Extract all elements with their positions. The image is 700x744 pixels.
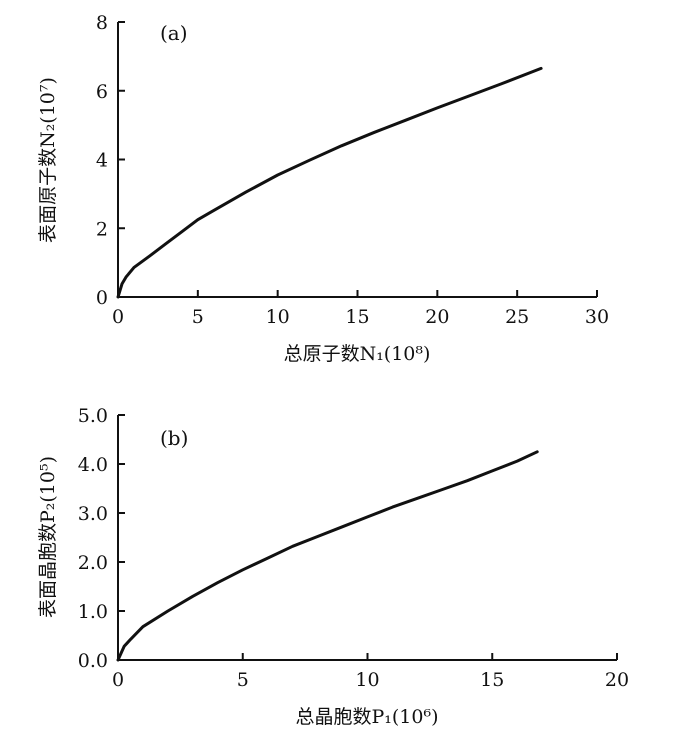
chart-b-x-tick-label-1: 5: [237, 669, 249, 691]
chart-b-y-tick-label-2: 2.0: [78, 552, 108, 574]
chart-a: 0 5 10 15 20 25 30 0 2 4 6 8 (a) 总原子数N₁(10⁸) 表面原子数N₂(1…: [37, 12, 609, 365]
chart-a-y-tick-label-3: 6: [96, 81, 108, 103]
chart-b-y-tick-label-4: 4.0: [78, 454, 108, 476]
chart-a-series-line-0: [116, 66, 543, 299]
chart-b-x-tick-label-0: 0: [112, 669, 124, 691]
chart-a-x-tick-label-4: 20: [425, 306, 449, 328]
chart-b: 0 5 10 15 20 0.0 1.0 2.0 3.0 4.0 5.0 (b) 总晶胞数P₁(10⁶)…: [37, 405, 629, 728]
chart-b-y-axis-label: 表面晶胞数P₂(10⁵): [37, 456, 59, 618]
chart-b-x-tick-label-2: 10: [355, 669, 379, 691]
chart-b-x-tick-label-3: 15: [480, 669, 504, 691]
chart-b-y-tick-label-3: 3.0: [78, 503, 108, 525]
chart-a-x-tick-label-6: 30: [585, 306, 609, 328]
chart-b-y-tick-label-1: 1.0: [78, 601, 108, 623]
chart-a-y-tick-label-1: 2: [96, 218, 108, 240]
chart-a-x-tick-label-2: 10: [266, 306, 290, 328]
chart-a-y-axis-label: 表面原子数N₂(10⁷): [37, 77, 59, 243]
chart-a-x-axis-label: 总原子数N₁(10⁸): [284, 343, 431, 365]
chart-a-x-tick-label-5: 25: [505, 306, 529, 328]
chart-b-panel-label: (b): [160, 426, 188, 450]
chart-a-y-tick-label-4: 8: [96, 12, 108, 34]
chart-b-x-axis-label: 总晶胞数P₁(10⁶): [295, 706, 438, 728]
chart-b-y-tick-label-0: 0.0: [78, 650, 108, 672]
chart-a-x-tick-label-3: 15: [345, 306, 369, 328]
chart-b-y-tick-label-5: 5.0: [78, 405, 108, 427]
chart-b-series-line-0: [116, 450, 539, 662]
chart-b-x-tick-label-4: 20: [605, 669, 629, 691]
chart-a-panel-label: (a): [160, 21, 188, 45]
chart-a-y-tick-label-0: 0: [96, 287, 108, 309]
chart-a-y-tick-label-2: 4: [96, 150, 108, 172]
chart-a-x-tick-label-1: 5: [192, 306, 204, 328]
chart-a-x-tick-label-0: 0: [112, 306, 124, 328]
